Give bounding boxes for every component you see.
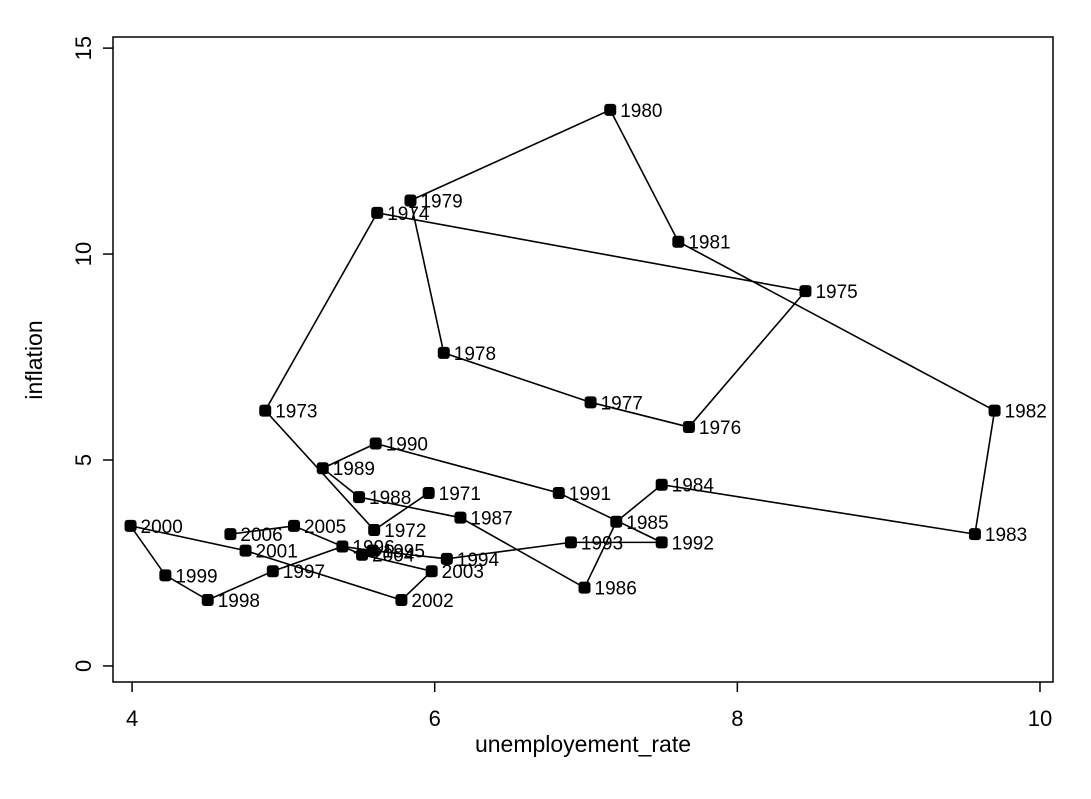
y-axis-label: inflation [21,320,47,399]
x-tick-label: 6 [429,706,441,731]
point-label: 1985 [626,513,668,534]
point [201,594,214,607]
point-label: 1990 [386,435,428,456]
point-label: 1978 [454,344,496,365]
point-label: 1989 [333,459,375,480]
y-tick-label: 5 [71,454,96,466]
point-label: 2006 [240,525,282,546]
point-label: 2004 [372,546,415,567]
point [404,194,417,207]
point [564,536,577,549]
point [266,565,279,578]
point [672,235,685,248]
point [440,552,453,565]
point [369,437,382,450]
point [604,103,617,116]
point-label: 1972 [384,521,426,542]
point-label: 1982 [1005,402,1047,423]
point [610,515,623,528]
point [682,421,695,434]
point [968,528,981,541]
point-label: 2005 [304,517,346,538]
point [578,581,591,594]
point [259,404,272,417]
x-tick-label: 4 [126,706,138,731]
point [454,511,467,524]
point [159,569,172,582]
point-label: 1988 [369,488,411,509]
point-label: 1977 [601,393,643,414]
point [356,548,369,561]
x-tick-label: 10 [1028,706,1052,731]
point [224,528,237,541]
point-label: 1993 [581,533,623,554]
point [422,486,435,499]
point-label: 1983 [985,525,1027,546]
y-tick-label: 0 [71,660,96,672]
point [366,544,379,557]
point [395,594,408,607]
point [287,519,300,532]
point-label: 2000 [141,517,183,538]
point [988,404,1001,417]
point-label: 2003 [442,562,484,583]
point-label: 2002 [411,591,453,612]
point [336,540,349,553]
point [239,544,252,557]
point [353,491,366,504]
point-label: 1986 [595,579,637,600]
point [124,519,137,532]
point [655,536,668,549]
point-label: 1991 [569,484,611,505]
y-tick-label: 15 [71,36,96,60]
point-label: 1980 [620,101,662,122]
point [425,565,438,578]
point-label: 1973 [275,402,317,423]
point-label: 1976 [699,418,741,439]
point-label: 1992 [672,533,714,554]
point [368,524,381,537]
y-tick-label: 10 [71,242,96,266]
point-label: 1979 [420,192,462,213]
point-label: 1974 [387,204,430,225]
point [552,486,565,499]
point-label: 1997 [283,562,325,583]
point-label: 1987 [470,509,512,530]
x-tick-label: 8 [731,706,743,731]
point-label: 1981 [688,233,730,254]
connecting-line [128,108,996,601]
point-label: 1984 [672,476,715,497]
point [799,285,812,298]
point [371,206,384,219]
point-label: 1998 [218,591,260,612]
point [584,396,597,409]
x-axis-label: unemployement_rate [475,731,691,757]
point-label: 1975 [815,282,857,303]
point [316,462,329,475]
point [437,346,450,359]
point-label: 1971 [439,484,481,505]
point [655,478,668,491]
point-label: 1995 [383,542,425,563]
plot-frame [112,36,1054,683]
point-label: 1994 [457,550,500,571]
point-label: 1999 [175,566,217,587]
point-label: 2001 [256,542,298,563]
